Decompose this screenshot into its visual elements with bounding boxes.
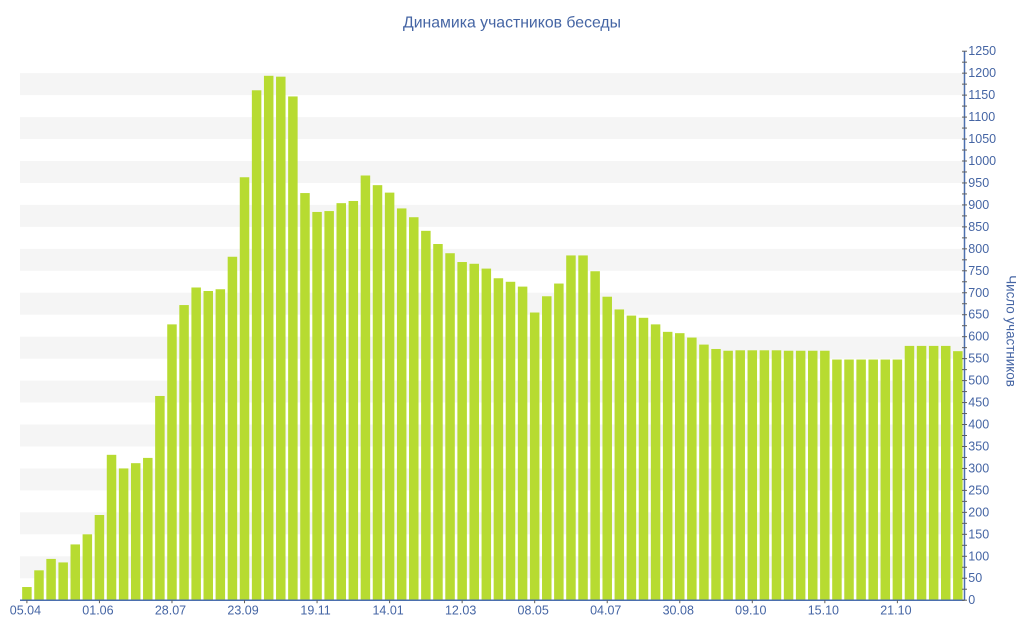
svg-text:15.10: 15.10 — [808, 604, 839, 618]
svg-text:21.10: 21.10 — [880, 604, 911, 618]
svg-text:850: 850 — [968, 220, 989, 234]
svg-text:1200: 1200 — [968, 66, 996, 80]
svg-text:1100: 1100 — [968, 110, 995, 124]
svg-text:Число участников: Число участников — [1004, 275, 1019, 387]
svg-text:400: 400 — [968, 418, 989, 432]
svg-text:800: 800 — [968, 242, 989, 256]
svg-text:30.08: 30.08 — [663, 604, 694, 618]
svg-text:23.09: 23.09 — [227, 604, 258, 618]
svg-text:900: 900 — [968, 198, 989, 212]
svg-text:12.03: 12.03 — [445, 604, 476, 618]
svg-text:750: 750 — [968, 264, 989, 278]
svg-text:200: 200 — [968, 505, 989, 519]
svg-text:14.01: 14.01 — [372, 604, 403, 618]
svg-text:1050: 1050 — [968, 132, 996, 146]
svg-text:0: 0 — [968, 593, 975, 607]
svg-text:Динамика участников беседы: Динамика участников беседы — [403, 14, 621, 31]
svg-text:700: 700 — [968, 286, 989, 300]
svg-text:650: 650 — [968, 308, 989, 322]
svg-text:08.05: 08.05 — [518, 604, 549, 618]
svg-text:100: 100 — [968, 549, 989, 563]
svg-text:05.04: 05.04 — [10, 604, 41, 618]
svg-text:450: 450 — [968, 396, 989, 410]
svg-text:1150: 1150 — [968, 88, 995, 102]
svg-text:28.07: 28.07 — [155, 604, 186, 618]
svg-text:19.11: 19.11 — [300, 604, 330, 618]
svg-text:550: 550 — [968, 352, 989, 366]
svg-text:04.07: 04.07 — [590, 604, 621, 618]
svg-text:50: 50 — [968, 571, 982, 585]
svg-text:600: 600 — [968, 330, 989, 344]
svg-text:09.10: 09.10 — [735, 604, 766, 618]
svg-text:950: 950 — [968, 176, 989, 190]
svg-text:1000: 1000 — [968, 154, 996, 168]
svg-text:500: 500 — [968, 374, 989, 388]
svg-text:1250: 1250 — [968, 44, 996, 58]
svg-text:150: 150 — [968, 527, 989, 541]
svg-text:01.06: 01.06 — [82, 604, 113, 618]
svg-text:300: 300 — [968, 461, 989, 475]
svg-text:250: 250 — [968, 483, 989, 497]
svg-text:350: 350 — [968, 439, 989, 453]
